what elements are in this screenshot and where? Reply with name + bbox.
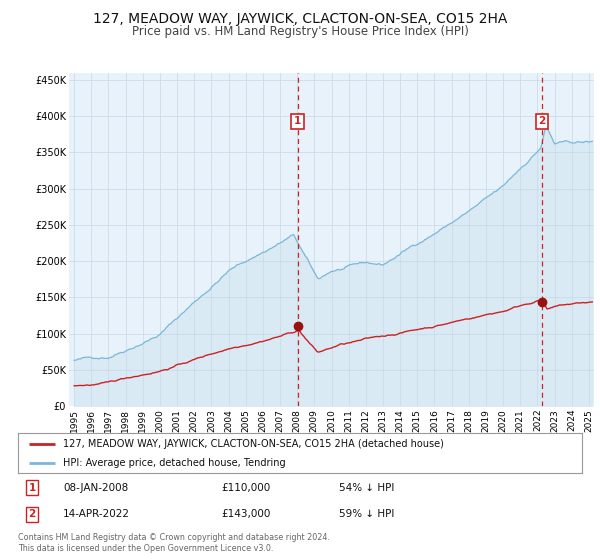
Text: 54% ↓ HPI: 54% ↓ HPI: [340, 483, 395, 493]
Text: Contains HM Land Registry data © Crown copyright and database right 2024.
This d: Contains HM Land Registry data © Crown c…: [18, 533, 330, 553]
Text: Price paid vs. HM Land Registry's House Price Index (HPI): Price paid vs. HM Land Registry's House …: [131, 25, 469, 38]
Text: 127, MEADOW WAY, JAYWICK, CLACTON-ON-SEA, CO15 2HA: 127, MEADOW WAY, JAYWICK, CLACTON-ON-SEA…: [93, 12, 507, 26]
Text: 59% ↓ HPI: 59% ↓ HPI: [340, 509, 395, 519]
Text: 08-JAN-2008: 08-JAN-2008: [63, 483, 128, 493]
Text: 127, MEADOW WAY, JAYWICK, CLACTON-ON-SEA, CO15 2HA (detached house): 127, MEADOW WAY, JAYWICK, CLACTON-ON-SEA…: [63, 439, 444, 449]
Text: 1: 1: [294, 116, 301, 126]
Text: 1: 1: [28, 483, 36, 493]
Text: 14-APR-2022: 14-APR-2022: [63, 509, 130, 519]
Text: 2: 2: [539, 116, 546, 126]
Text: HPI: Average price, detached house, Tendring: HPI: Average price, detached house, Tend…: [63, 458, 286, 468]
Text: 2: 2: [28, 509, 36, 519]
Text: £110,000: £110,000: [221, 483, 270, 493]
Text: £143,000: £143,000: [221, 509, 271, 519]
